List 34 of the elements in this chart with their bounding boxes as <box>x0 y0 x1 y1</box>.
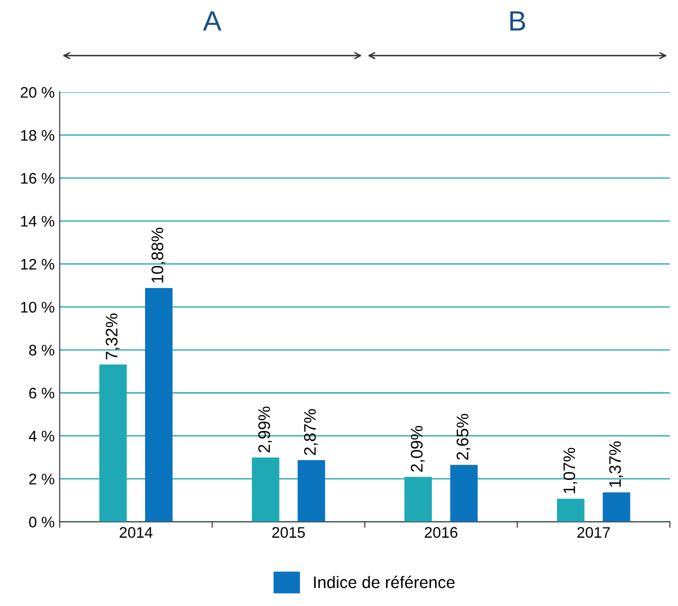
bar <box>252 458 280 522</box>
y-tick-label: 20 % <box>20 86 54 98</box>
y-tick-label: 4 % <box>28 430 54 442</box>
bar <box>99 364 127 522</box>
data-label: 7,32% <box>106 314 120 360</box>
data-label: 1,07% <box>563 448 578 494</box>
bar <box>602 492 630 522</box>
y-tick-label: 10 % <box>21 302 54 313</box>
data-label: 2,65% <box>456 414 470 460</box>
y-tick-label: 14 % <box>21 216 54 227</box>
data-label: 2,87% <box>304 409 318 455</box>
legend-label: Indice de référence <box>314 576 455 588</box>
bar <box>556 498 584 522</box>
x-tick-label: 2014 <box>120 527 152 538</box>
y-tick-label: 8 % <box>29 344 54 356</box>
y-tick-label: 0 % <box>29 516 54 528</box>
bar <box>298 460 326 522</box>
bar <box>145 288 173 522</box>
text: A <box>203 11 222 30</box>
y-tick-label: 6 % <box>29 388 54 399</box>
data-label: 1,37% <box>609 441 623 487</box>
data-label: 2,99% <box>258 406 272 452</box>
bar <box>450 464 478 522</box>
y-tick-label: 2 % <box>29 474 54 484</box>
y-tick-label: 16 % <box>21 172 54 184</box>
x-tick-label: 2016 <box>424 527 458 538</box>
x-tick-label: 2017 <box>577 527 610 538</box>
text: B <box>510 11 526 30</box>
data-label: 10,88% <box>151 228 166 282</box>
y-tick-label: 12 % <box>21 258 54 270</box>
y-tick-label: 18 % <box>21 130 54 141</box>
x-tick-label: 2015 <box>272 527 305 538</box>
data-label: 2,09% <box>410 426 425 472</box>
bar <box>404 476 432 522</box>
